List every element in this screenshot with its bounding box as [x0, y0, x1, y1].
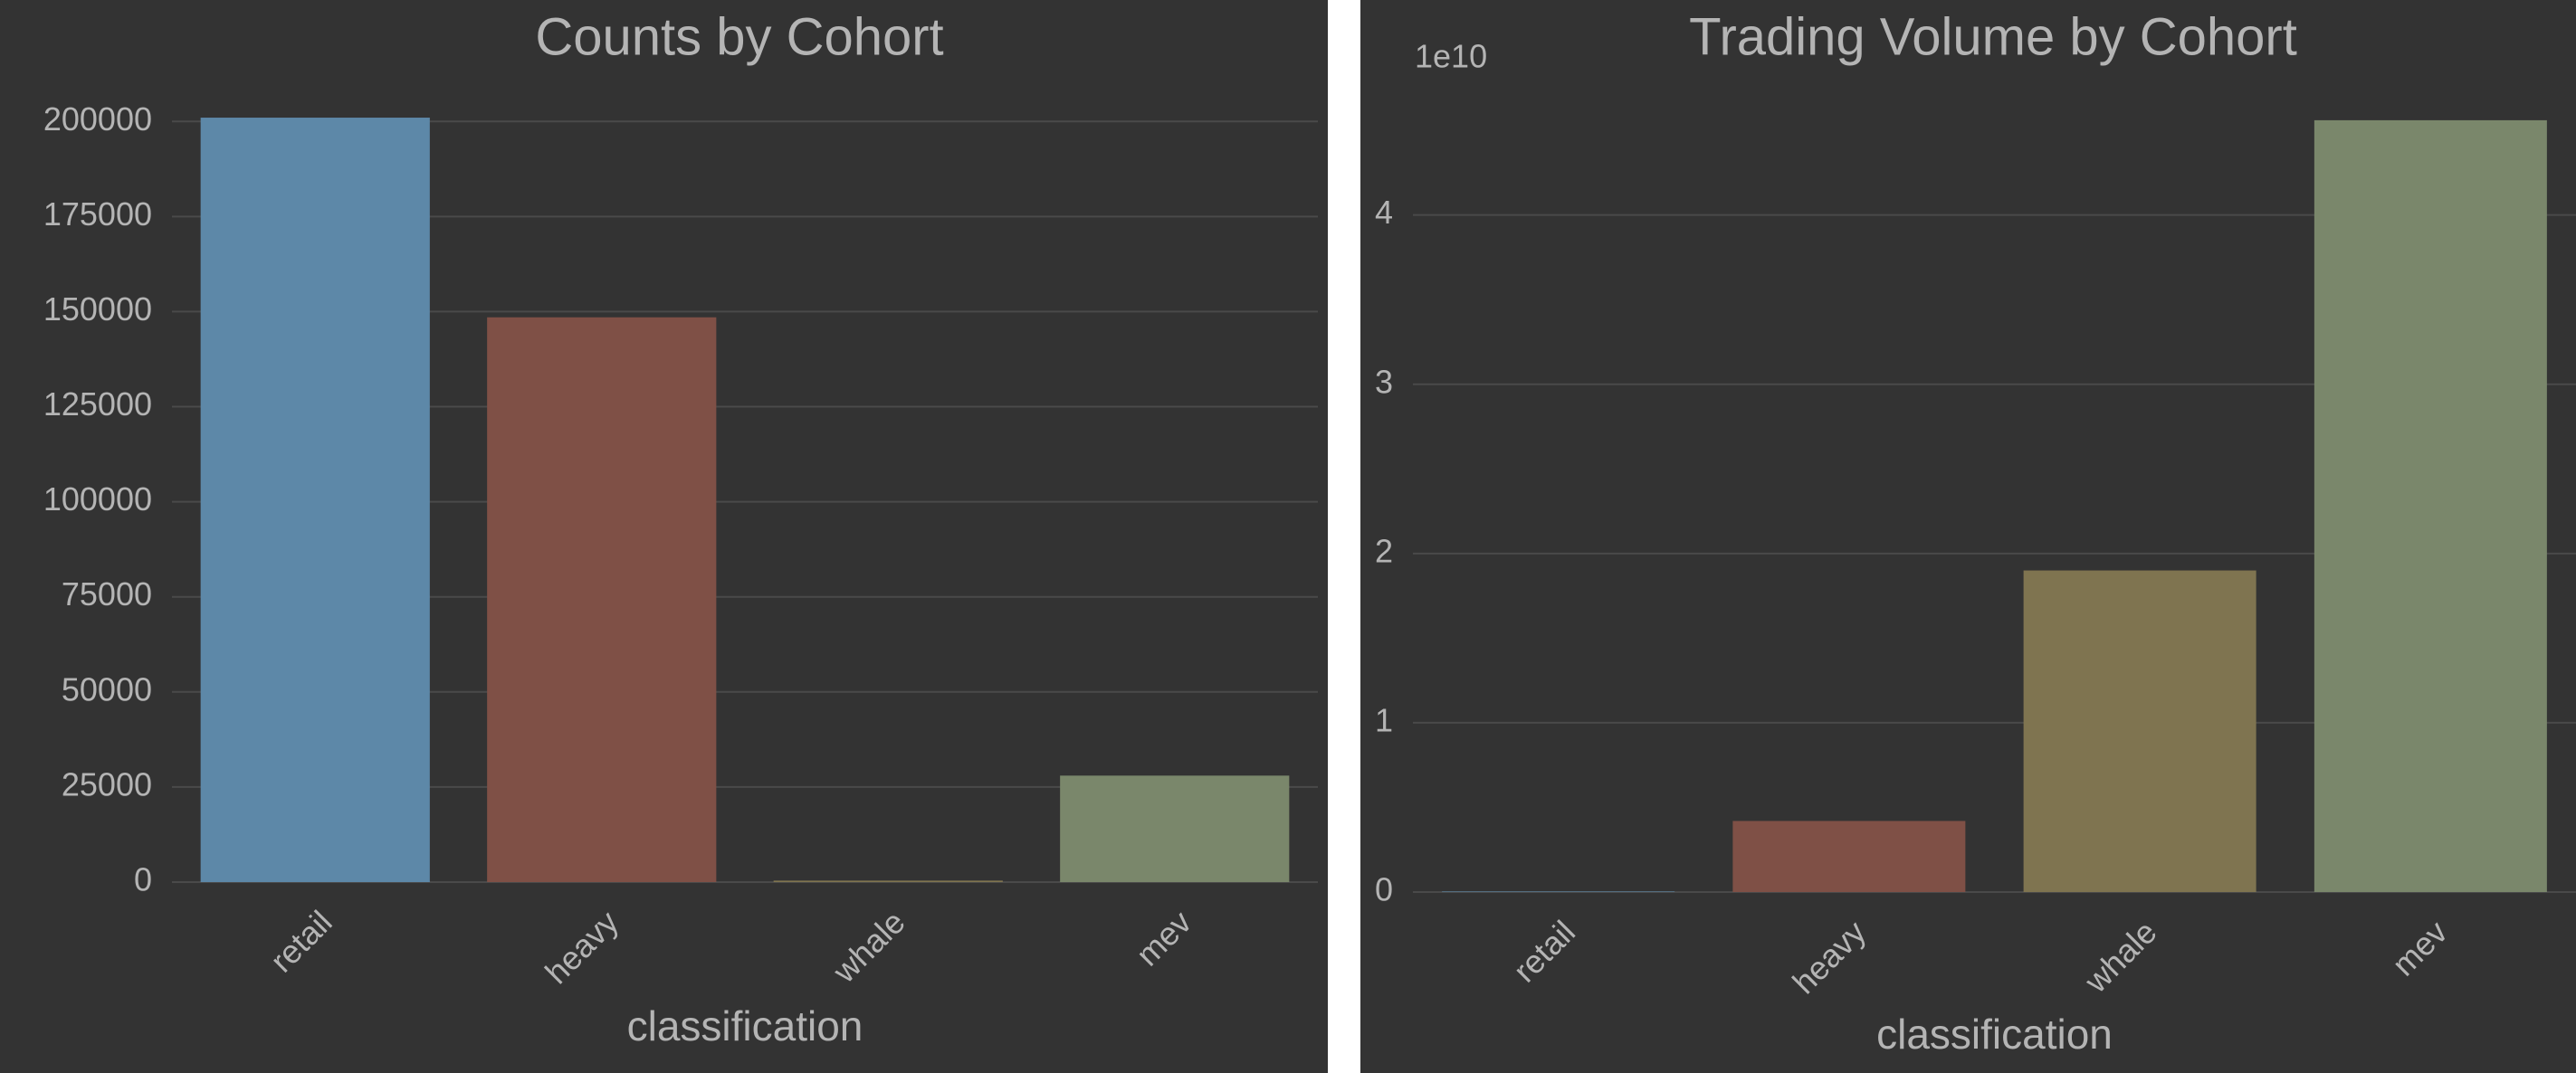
chart-title: Trading Volume by Cohort: [1689, 7, 2297, 66]
x-axis-label: classification: [627, 1002, 863, 1049]
x-tick-label: whale: [2076, 913, 2163, 1000]
chart-panel: Trading Volume by Cohort 1e10 0 1 2 3 4 retail h…: [1360, 0, 2576, 1073]
y-tick-label: 75000: [62, 575, 152, 612]
x-tick-label: heavy: [1785, 913, 1873, 1001]
x-tick-label: retail: [262, 903, 339, 979]
x-tick-label: mev: [2385, 913, 2455, 983]
x-tick-label: retail: [1506, 913, 1582, 989]
chart-title: Counts by Cohort: [535, 7, 943, 66]
y-tick-label: 2: [1375, 532, 1393, 569]
y-tick-label: 0: [134, 861, 152, 898]
x-tick-label: heavy: [538, 903, 625, 991]
y-tick-label: 150000: [43, 290, 152, 328]
y-tick-label: 50000: [62, 670, 152, 707]
bar: [2023, 570, 2256, 892]
axis-offset-label: 1e10: [1415, 38, 1487, 75]
y-tick-label: 0: [1375, 871, 1393, 908]
y-tick-label: 1: [1375, 701, 1393, 738]
x-tick-label: whale: [825, 903, 911, 990]
chart-panel: Counts by Cohort 0 25000 50000 75000 100000 12…: [0, 0, 1328, 1073]
bar: [773, 880, 1003, 882]
y-tick-label: 125000: [43, 385, 152, 423]
x-axis-label: classification: [1876, 1011, 2113, 1058]
bar: [200, 118, 430, 883]
y-tick-label: 100000: [43, 480, 152, 518]
y-tick-label: 175000: [43, 195, 152, 233]
bar: [2314, 119, 2547, 892]
y-tick-label: 4: [1375, 194, 1393, 231]
bar: [1732, 821, 1966, 892]
bar: [1060, 775, 1290, 882]
bar: [1442, 891, 1675, 892]
y-tick-label: 25000: [62, 765, 152, 802]
y-tick-label: 200000: [43, 100, 152, 138]
y-tick-label: 3: [1375, 363, 1393, 400]
x-tick-label: mev: [1129, 903, 1198, 973]
bar: [487, 317, 717, 883]
